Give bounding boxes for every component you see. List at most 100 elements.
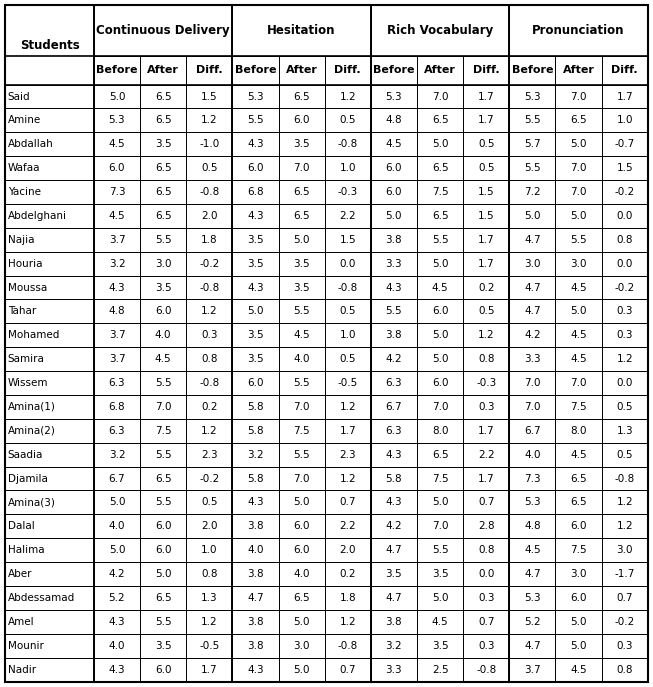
Text: 4.3: 4.3 xyxy=(108,617,125,627)
Bar xyxy=(371,442,417,466)
Text: 0.8: 0.8 xyxy=(478,545,494,555)
Text: 5.0: 5.0 xyxy=(432,259,449,269)
Bar xyxy=(140,180,186,204)
Text: 4.3: 4.3 xyxy=(247,139,264,149)
Text: -0.7: -0.7 xyxy=(614,139,635,149)
Bar xyxy=(140,562,186,586)
Bar xyxy=(325,395,371,419)
Text: 4.3: 4.3 xyxy=(247,282,264,293)
Text: 1.7: 1.7 xyxy=(478,91,494,102)
Bar xyxy=(279,109,325,133)
Text: 4.7: 4.7 xyxy=(247,593,264,603)
Text: Before: Before xyxy=(96,65,138,76)
Text: 0.5: 0.5 xyxy=(616,450,633,460)
Bar xyxy=(371,5,509,56)
Text: 3.5: 3.5 xyxy=(293,259,310,269)
Text: 1.7: 1.7 xyxy=(478,259,494,269)
Bar xyxy=(5,442,94,466)
Bar xyxy=(279,657,325,682)
Text: 6.0: 6.0 xyxy=(570,593,587,603)
Text: 5.0: 5.0 xyxy=(570,211,587,221)
Text: 3.5: 3.5 xyxy=(247,354,264,364)
Bar xyxy=(186,419,232,442)
Text: 0.5: 0.5 xyxy=(201,163,217,173)
Bar xyxy=(279,491,325,515)
Bar xyxy=(509,657,556,682)
Bar xyxy=(601,562,648,586)
Text: Samira: Samira xyxy=(8,354,44,364)
Bar xyxy=(279,204,325,228)
Text: 1.2: 1.2 xyxy=(201,306,217,317)
Text: 2.0: 2.0 xyxy=(201,211,217,221)
Text: 5.2: 5.2 xyxy=(524,617,541,627)
Text: 3.5: 3.5 xyxy=(432,569,449,579)
Bar xyxy=(5,633,94,657)
Text: 6.0: 6.0 xyxy=(432,306,449,317)
Text: -0.8: -0.8 xyxy=(338,139,358,149)
Text: 4.3: 4.3 xyxy=(386,497,402,508)
Bar xyxy=(140,109,186,133)
Bar xyxy=(556,610,601,633)
Text: 6.5: 6.5 xyxy=(155,163,172,173)
Text: 0.3: 0.3 xyxy=(478,402,494,412)
Text: 3.3: 3.3 xyxy=(524,354,541,364)
Bar xyxy=(325,109,371,133)
Bar xyxy=(325,133,371,156)
Bar xyxy=(279,180,325,204)
Text: 5.0: 5.0 xyxy=(432,330,449,340)
Bar xyxy=(232,419,279,442)
Bar xyxy=(601,395,648,419)
Text: Abdessamad: Abdessamad xyxy=(8,593,75,603)
Text: 5.5: 5.5 xyxy=(386,306,402,317)
Text: 3.2: 3.2 xyxy=(108,259,125,269)
Bar xyxy=(325,586,371,610)
Text: 8.0: 8.0 xyxy=(432,426,449,436)
Text: 6.0: 6.0 xyxy=(155,545,171,555)
Bar xyxy=(279,133,325,156)
Bar xyxy=(5,133,94,156)
Text: 6.0: 6.0 xyxy=(293,545,310,555)
Text: 7.0: 7.0 xyxy=(570,378,587,388)
Text: 4.5: 4.5 xyxy=(432,282,449,293)
Bar xyxy=(279,228,325,251)
Bar xyxy=(371,85,417,109)
Text: Students: Students xyxy=(20,38,80,52)
Text: 6.5: 6.5 xyxy=(432,211,449,221)
Text: 4.2: 4.2 xyxy=(108,569,125,579)
Bar xyxy=(509,275,556,300)
Bar xyxy=(417,109,463,133)
Text: 3.5: 3.5 xyxy=(432,641,449,651)
Text: Wissem: Wissem xyxy=(8,378,48,388)
Bar xyxy=(5,347,94,371)
Text: -1.0: -1.0 xyxy=(199,139,219,149)
Text: 0.0: 0.0 xyxy=(478,569,494,579)
Text: 1.7: 1.7 xyxy=(478,115,494,126)
Text: 6.0: 6.0 xyxy=(386,187,402,197)
Text: Diff.: Diff. xyxy=(473,65,500,76)
Bar xyxy=(186,371,232,395)
Bar xyxy=(556,300,601,324)
Text: 6.5: 6.5 xyxy=(293,91,310,102)
Bar xyxy=(140,657,186,682)
Text: Mounir: Mounir xyxy=(8,641,44,651)
Bar xyxy=(94,347,140,371)
Bar xyxy=(556,562,601,586)
Text: 1.2: 1.2 xyxy=(340,91,356,102)
Bar xyxy=(371,300,417,324)
Bar xyxy=(94,300,140,324)
Bar xyxy=(94,633,140,657)
Text: 7.5: 7.5 xyxy=(570,402,587,412)
Text: 1.2: 1.2 xyxy=(616,497,633,508)
Bar xyxy=(94,657,140,682)
Bar xyxy=(371,228,417,251)
Text: 6.5: 6.5 xyxy=(155,187,172,197)
Text: 6.3: 6.3 xyxy=(386,426,402,436)
Bar xyxy=(279,466,325,491)
Text: 3.0: 3.0 xyxy=(524,259,541,269)
Text: 1.0: 1.0 xyxy=(201,545,217,555)
Bar xyxy=(186,228,232,251)
Text: 0.8: 0.8 xyxy=(478,354,494,364)
Text: 3.0: 3.0 xyxy=(616,545,633,555)
Text: Before: Before xyxy=(234,65,276,76)
Text: Saadia: Saadia xyxy=(8,450,43,460)
